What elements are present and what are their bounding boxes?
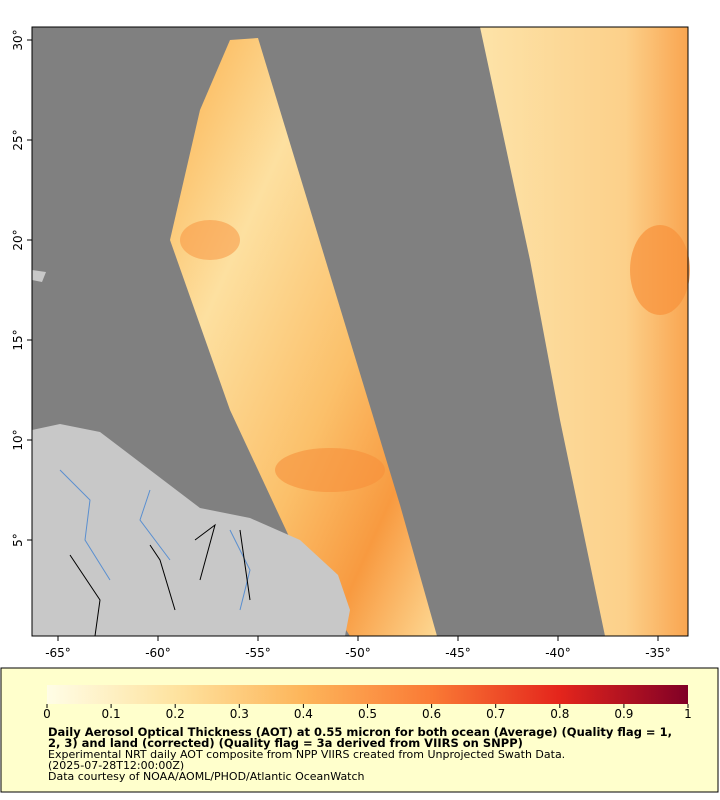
x-tick-label: -65° [45, 646, 71, 660]
map-frame [31, 26, 689, 637]
colorbar-tick-label: 0.3 [230, 707, 249, 721]
colorbar-tick-label: 0.4 [294, 707, 313, 721]
aerosol-plume [180, 220, 240, 260]
colorbar-tick-label: 0.5 [358, 707, 377, 721]
caption-title: 2, 3) and land (corrected) (Quality flag… [48, 736, 523, 750]
colorbar-tick-label: 0.1 [102, 707, 121, 721]
colorbar-tick-label: 0.2 [166, 707, 185, 721]
colorbar-tick-label: 0.8 [550, 707, 569, 721]
map [31, 26, 690, 637]
land [32, 424, 350, 636]
aerosol-plume [275, 448, 385, 492]
colorbar-tick-label: 1 [684, 707, 692, 721]
colorbar-tick-label: 0.6 [422, 707, 441, 721]
border [69, 523, 251, 637]
y-tick-label: 25° [11, 129, 25, 150]
colorbar-tick-label: 0.9 [614, 707, 633, 721]
caption-line: Data courtesy of NOAA/AOML/PHOD/Atlantic… [48, 770, 365, 783]
caption-line: Experimental NRT daily AOT composite fro… [48, 748, 565, 761]
y-tick-label: 20° [11, 229, 25, 250]
colorbar [47, 685, 688, 704]
caption-line: (2025-07-28T12:00:00Z) [48, 759, 184, 772]
x-tick-label: -40° [545, 646, 571, 660]
x-tick-label: -50° [345, 646, 371, 660]
river [59, 469, 251, 611]
caption-title: Daily Aerosol Optical Thickness (AOT) at… [48, 725, 672, 739]
y-tick-label: 15° [11, 329, 25, 350]
x-tick-label: -55° [245, 646, 271, 660]
x-tick-label: -60° [145, 646, 171, 660]
colorbar-tick-label: 0 [43, 707, 51, 721]
x-tick-label: -45° [445, 646, 471, 660]
island [32, 270, 46, 282]
y-tick-label: 5° [11, 533, 25, 547]
swath-west [170, 38, 437, 636]
colorbar-tick-label: 0.7 [486, 707, 505, 721]
y-tick-label: 30° [11, 29, 25, 50]
swath-east [480, 27, 688, 636]
y-tick-label: 10° [11, 429, 25, 450]
x-tick-label: -35° [645, 646, 671, 660]
aerosol-plume [630, 225, 690, 315]
